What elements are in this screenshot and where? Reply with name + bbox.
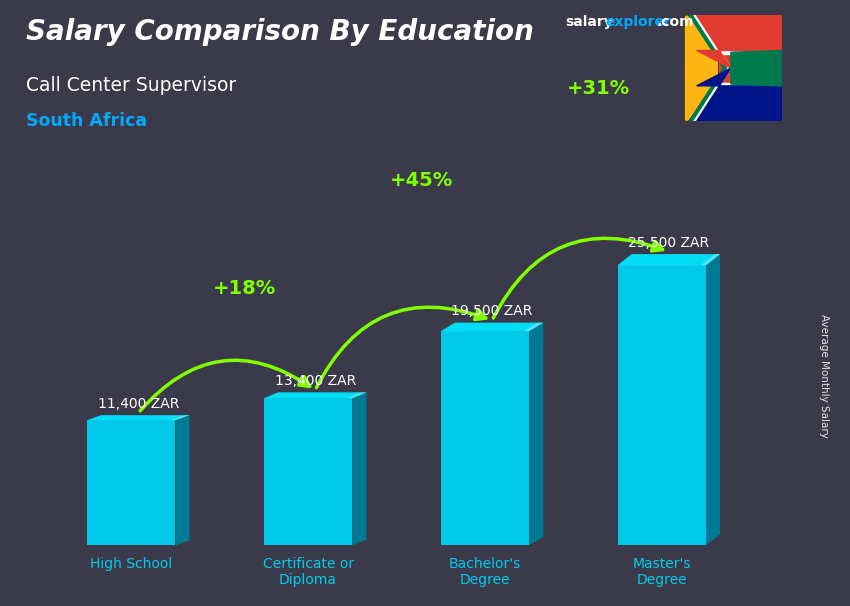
- Polygon shape: [347, 392, 366, 398]
- Polygon shape: [352, 392, 366, 545]
- Text: salary: salary: [565, 15, 613, 29]
- Text: South Africa: South Africa: [26, 112, 146, 130]
- Polygon shape: [524, 322, 543, 331]
- Text: Salary Comparison By Education: Salary Comparison By Education: [26, 18, 534, 46]
- FancyBboxPatch shape: [618, 265, 706, 545]
- Polygon shape: [697, 68, 782, 121]
- Polygon shape: [684, 15, 718, 121]
- Text: 13,400 ZAR: 13,400 ZAR: [275, 374, 356, 388]
- Text: .com: .com: [656, 15, 694, 29]
- Bar: [684, 86, 782, 121]
- Bar: [684, 50, 782, 86]
- Polygon shape: [700, 254, 720, 265]
- Polygon shape: [689, 15, 728, 121]
- Polygon shape: [87, 415, 190, 420]
- Polygon shape: [530, 322, 543, 545]
- Text: 11,400 ZAR: 11,400 ZAR: [98, 397, 179, 411]
- Text: explorer: explorer: [605, 15, 671, 29]
- FancyBboxPatch shape: [87, 420, 175, 545]
- Polygon shape: [264, 392, 366, 398]
- FancyBboxPatch shape: [264, 398, 352, 545]
- Text: 25,500 ZAR: 25,500 ZAR: [628, 236, 710, 250]
- Polygon shape: [697, 15, 782, 68]
- Polygon shape: [694, 15, 731, 121]
- Polygon shape: [731, 50, 782, 86]
- Bar: [684, 15, 782, 50]
- Text: +45%: +45%: [389, 171, 453, 190]
- Polygon shape: [706, 254, 720, 545]
- Bar: [684, 82, 782, 88]
- Text: Average Monthly Salary: Average Monthly Salary: [819, 314, 829, 438]
- Text: +31%: +31%: [567, 79, 630, 98]
- FancyBboxPatch shape: [440, 331, 530, 545]
- Bar: [684, 48, 782, 54]
- Polygon shape: [175, 415, 190, 545]
- Text: Call Center Supervisor: Call Center Supervisor: [26, 76, 235, 95]
- Polygon shape: [618, 254, 720, 265]
- Text: 19,500 ZAR: 19,500 ZAR: [451, 304, 533, 318]
- Polygon shape: [170, 415, 190, 420]
- Text: +18%: +18%: [212, 279, 276, 298]
- Polygon shape: [440, 322, 543, 331]
